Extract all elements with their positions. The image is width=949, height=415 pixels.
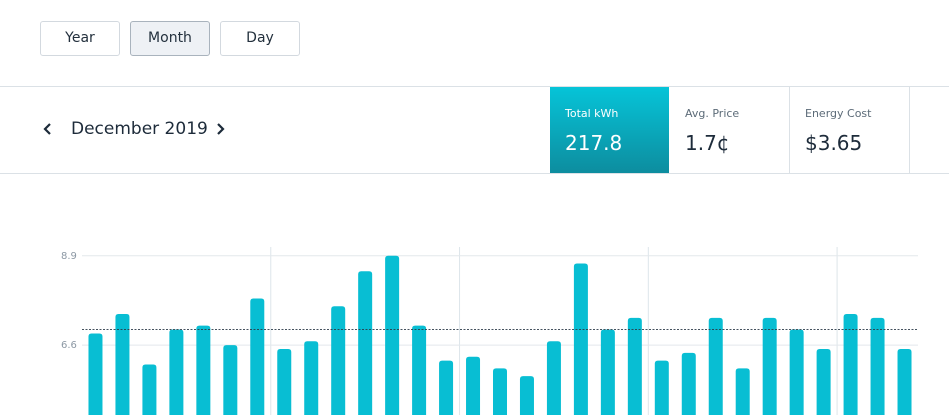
stat-card[interactable]: Energy Cost $3.65 xyxy=(790,87,910,173)
bar xyxy=(654,360,669,415)
bar xyxy=(843,314,858,415)
period-label: December 2019 xyxy=(71,119,208,139)
bar xyxy=(735,368,750,415)
stat-value: 217.8 xyxy=(565,131,623,155)
y-tick-label: 6.6 xyxy=(61,340,77,351)
chart: 6.6 8.9 xyxy=(61,247,918,415)
bar xyxy=(331,306,346,415)
bar xyxy=(708,317,723,415)
bar xyxy=(573,263,588,415)
bar xyxy=(789,329,804,415)
bar xyxy=(250,298,265,415)
tab-button[interactable]: Year xyxy=(40,21,120,56)
bar xyxy=(627,317,642,415)
divider xyxy=(0,86,949,87)
bar xyxy=(196,325,211,415)
stat-value: $3.65 xyxy=(805,131,863,155)
bar xyxy=(115,314,130,415)
next-button[interactable] xyxy=(215,122,225,136)
stat-label: Avg. Price xyxy=(685,107,740,120)
bar xyxy=(439,360,454,415)
bar xyxy=(223,345,238,415)
tab-button[interactable]: Day xyxy=(220,21,300,56)
y-tick-label: 8.9 xyxy=(61,251,77,262)
stat-value: 1.7¢ xyxy=(685,131,730,155)
bar xyxy=(762,317,777,415)
bar xyxy=(88,333,103,415)
bar xyxy=(493,368,507,415)
bar xyxy=(519,376,534,415)
stat-label: Total kWh xyxy=(565,107,619,120)
stat-card[interactable]: Avg. Price 1.7¢ xyxy=(670,87,790,173)
stat-label: Energy Cost xyxy=(805,107,872,120)
tab-button[interactable]: Month xyxy=(130,21,210,56)
bar xyxy=(600,329,615,415)
bar xyxy=(816,348,831,415)
bar xyxy=(681,352,696,415)
divider xyxy=(0,173,949,174)
bar xyxy=(546,341,561,415)
bar xyxy=(277,348,292,415)
bar xyxy=(870,317,885,415)
bar xyxy=(358,271,373,415)
bar xyxy=(169,329,184,415)
bar xyxy=(304,341,319,415)
stat-card[interactable]: Total kWh 217.8 xyxy=(550,87,669,173)
bar xyxy=(897,348,912,415)
bar xyxy=(142,364,157,415)
prev-button[interactable] xyxy=(43,122,53,136)
bar xyxy=(466,356,481,415)
bar xyxy=(385,255,400,415)
bar xyxy=(412,325,427,415)
